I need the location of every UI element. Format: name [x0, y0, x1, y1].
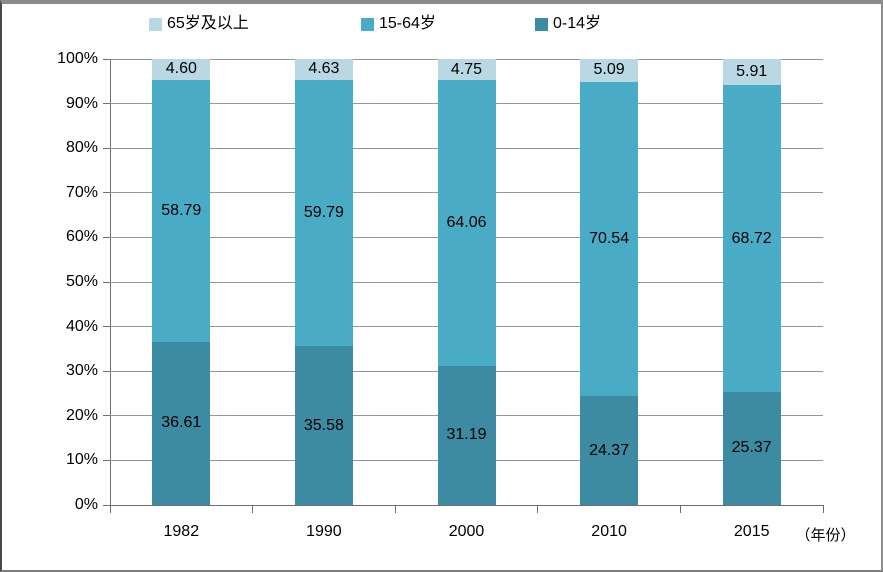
x-axis-tick-5: [822, 506, 824, 513]
bar-group-2015: 5.91 68.72 25.37: [722, 59, 781, 505]
bar-value-label: 4.63: [308, 60, 340, 78]
x-axis-tick-3: [537, 506, 539, 513]
y-axis-label-90: 90%: [65, 94, 98, 112]
bar-segment-65岁及以上-1982: 4.60: [152, 59, 211, 80]
y-axis-label-60: 60%: [65, 228, 98, 246]
bar-value-label: 5.09: [593, 61, 625, 79]
legend-swatch-65plus-icon: [149, 17, 162, 31]
y-axis-tick-0: [103, 504, 110, 506]
x-axis-label-2000: 2000: [448, 523, 485, 540]
bar-segment-65岁及以上-2015: 5.91: [722, 59, 781, 86]
legend-item-15-64: 15-64岁: [361, 14, 436, 34]
bar-value-label: 64.06: [446, 214, 487, 232]
bar-value-label: 36.61: [161, 414, 202, 432]
y-axis-tick-20: [103, 415, 110, 417]
y-axis-label-80: 80%: [65, 139, 98, 157]
legend-item-65plus: 65岁及以上: [149, 14, 249, 34]
bar-value-label: 58.79: [161, 201, 202, 219]
bar-group-1990: 4.63 59.79 35.58: [294, 59, 353, 505]
legend-label-65plus: 65岁及以上: [167, 15, 249, 32]
x-axis-unit-label: （年份）: [795, 527, 856, 544]
y-axis-tick-100: [103, 58, 110, 60]
bar-segment-65岁及以上-2000: 4.75: [437, 59, 496, 81]
y-axis-line: [110, 59, 111, 506]
y-axis-tick-40: [103, 326, 110, 328]
legend-item-0-14: 0-14岁: [535, 14, 601, 34]
y-axis-tick-30: [103, 370, 110, 372]
x-axis-tick-4: [679, 506, 681, 513]
y-axis-label-50: 50%: [65, 273, 98, 290]
bar-segment-65岁及以上-2010: 5.09: [580, 59, 639, 82]
bar-segment-15-64岁-1982: 58.79: [152, 79, 211, 342]
bar-value-label: 70.54: [589, 230, 630, 248]
x-axis-tick-1: [252, 506, 254, 513]
y-axis-label-20: 20%: [65, 406, 98, 424]
bar-group-2010: 5.09 70.54 24.37: [580, 59, 639, 505]
bar-value-label: 5.91: [736, 63, 768, 81]
legend-label-15-64: 15-64岁: [379, 15, 436, 32]
legend-swatch-0-14-icon: [535, 17, 548, 31]
bar-segment-15-64岁-2015: 68.72: [722, 85, 781, 392]
bar-group-1982: 4.60 58.79 36.61: [152, 59, 211, 505]
y-axis-tick-50: [103, 281, 110, 283]
bar-value-label: 4.60: [165, 60, 197, 78]
y-axis-tick-10: [103, 459, 110, 461]
bar-value-label: 68.72: [731, 229, 772, 247]
x-axis-label-2010: 2010: [591, 523, 627, 540]
bar-value-label: 35.58: [303, 416, 344, 434]
bar-value-label: 4.75: [450, 60, 483, 78]
y-axis-tick-60: [103, 236, 110, 238]
bar-segment-0-14岁-2000: 31.19: [437, 365, 496, 505]
x-axis-line: [110, 505, 824, 506]
bar-segment-15-64岁-2010: 70.54: [580, 81, 639, 397]
bar-group-2000: 4.75 64.06 31.19: [437, 59, 496, 505]
gridline-100: [110, 58, 823, 60]
bar-value-label: 59.79: [303, 204, 344, 221]
bar-segment-65岁及以上-1990: 4.63: [294, 59, 353, 80]
plot-area: 4.60 58.79 36.61 4.63 59.79 35.58 4.75 64.06 31.…: [110, 58, 823, 505]
bar-segment-0-14岁-1982: 36.61: [152, 341, 211, 505]
y-axis-tick-90: [103, 103, 110, 105]
x-axis-tick-2: [394, 506, 396, 513]
x-axis-label-1990: 1990: [306, 523, 342, 540]
bar-value-label: 24.37: [589, 441, 630, 459]
y-axis-tick-70: [103, 192, 110, 194]
y-axis-label-40: 40%: [65, 317, 98, 335]
y-axis-label-70: 70%: [65, 183, 98, 201]
legend-label-0-14: 0-14岁: [553, 15, 602, 32]
x-axis-label-2015: 2015: [733, 523, 770, 540]
y-axis-label-0: 0%: [74, 496, 98, 513]
x-axis-label-1982: 1982: [163, 523, 200, 540]
bar-segment-15-64岁-1990: 59.79: [294, 79, 353, 347]
legend-swatch-15-64-icon: [361, 17, 374, 31]
y-axis-label-30: 30%: [65, 362, 98, 380]
bar-value-label: 25.37: [731, 439, 772, 457]
bar-segment-0-14岁-1990: 35.58: [294, 346, 353, 505]
bar-segment-15-64岁-2000: 64.06: [437, 80, 496, 366]
bar-value-label: 31.19: [446, 426, 487, 444]
x-axis-tick-0: [109, 506, 111, 513]
y-axis-label-10: 10%: [65, 451, 98, 469]
bar-segment-0-14岁-2010: 24.37: [580, 396, 639, 505]
bar-segment-0-14岁-2015: 25.37: [722, 391, 781, 505]
y-axis-label-100: 100%: [57, 50, 98, 67]
y-axis-tick-80: [103, 147, 110, 149]
